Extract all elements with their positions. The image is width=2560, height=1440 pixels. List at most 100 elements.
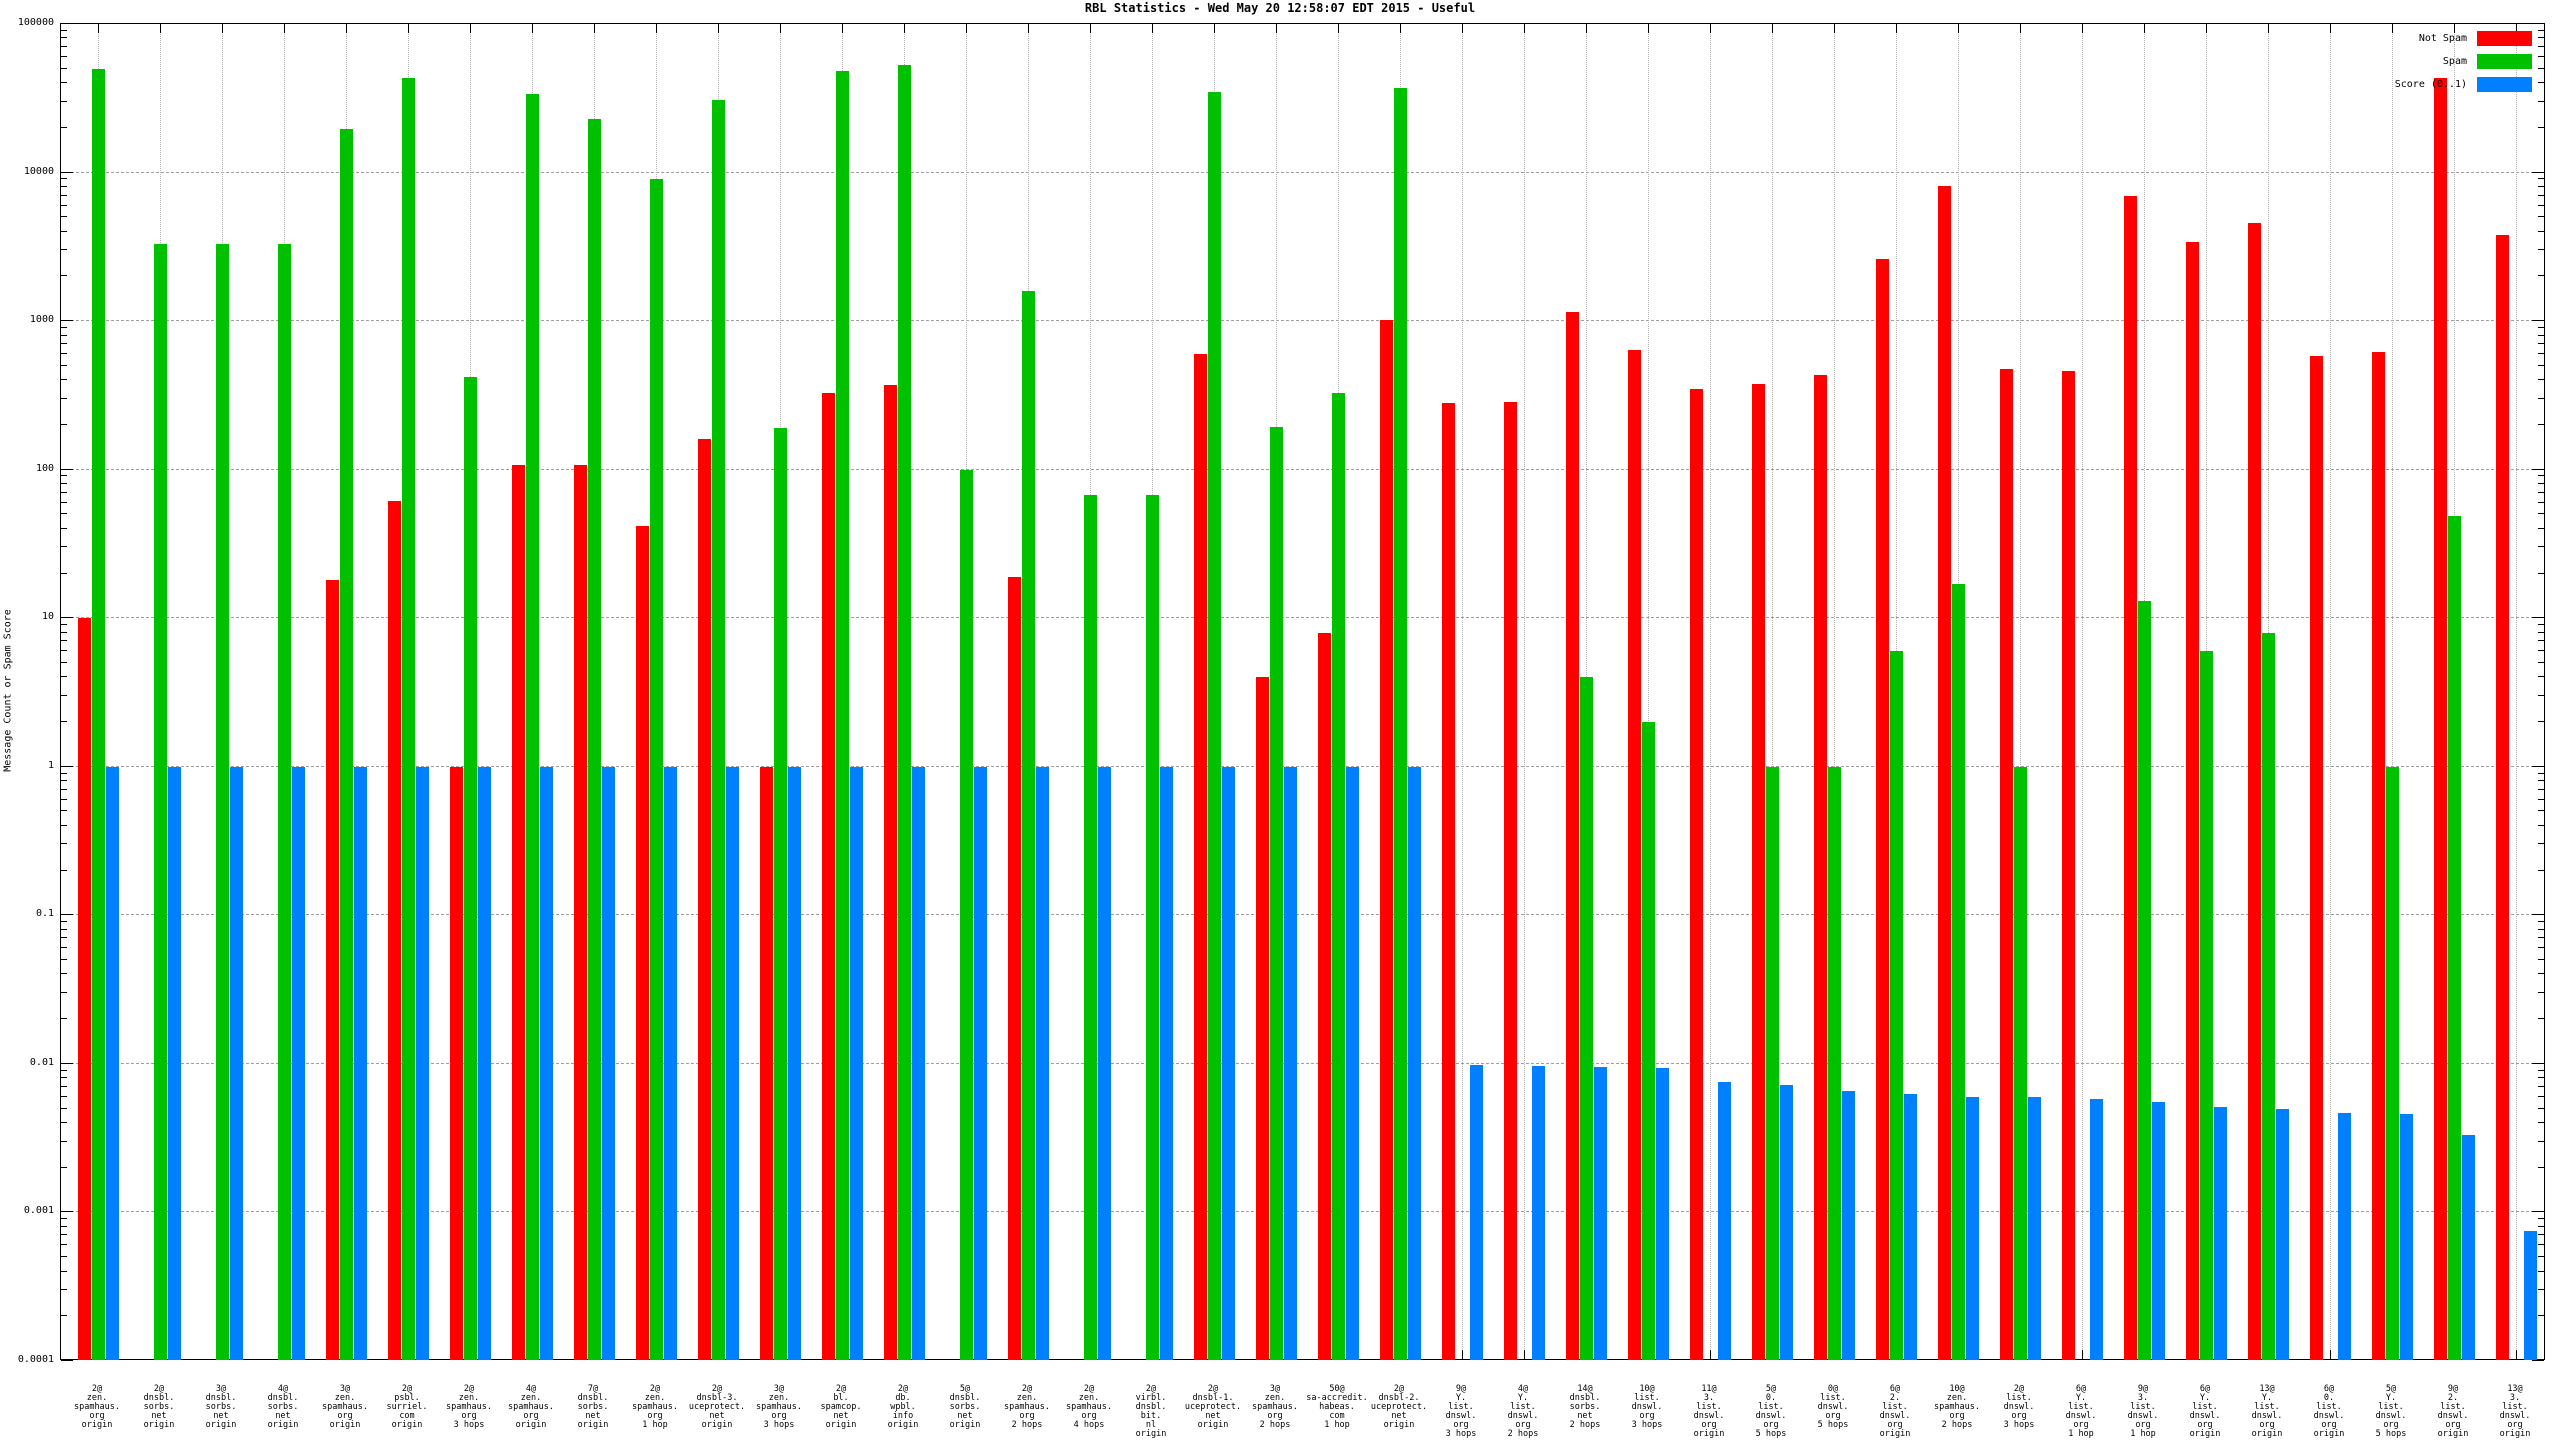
y-minor-tick [2538,798,2544,800]
bar-not-spam [821,392,835,1360]
x-gridline [2392,24,2393,1359]
y-minor-tick [2538,772,2544,774]
bar-spam [2261,632,2275,1360]
x-major-tick [1028,24,1029,33]
y-minor-tick [61,46,67,47]
bar-not-spam [1565,312,1579,1360]
y-minor-tick [2538,100,2544,102]
x-tick-label: 6@ 2. list. dnswl. org origin [1879,1384,1911,1439]
x-tick-label: 13@ Y. list. dnswl. org origin [2251,1384,2283,1439]
bar-not-spam [759,766,773,1360]
x-tick-label: 2@ virbl. dnsbl. bit. nl origin [1135,1384,1167,1439]
y-tick-label: 100000 [17,17,54,28]
bar-spam [1021,290,1035,1360]
bar-not-spam [511,465,525,1360]
x-major-tick [904,24,905,33]
bar-not-spam [635,525,649,1360]
y-minor-tick [2538,624,2544,626]
y-major-tick [2532,468,2544,470]
x-major-tick [2206,24,2207,33]
x-major-tick [160,24,161,33]
legend-swatch-score [2477,76,2532,92]
bar-not-spam [883,385,897,1360]
bar-not-spam [1751,383,1765,1360]
y-major-tick [61,171,73,173]
bar-not-spam [2371,352,2385,1360]
x-tick-label: 6@ Y. list. dnswl. org 1 hop [2065,1384,2097,1439]
bar-score [2089,1099,2103,1360]
y-minor-tick [2538,1218,2544,1220]
y-minor-tick [2538,824,2544,826]
legend-label: Spam [2442,55,2467,67]
y-minor-tick [2538,1225,2544,1227]
x-tick-label: 9@ 3. list. dnswl. org 1 hop [2127,1384,2159,1439]
y-minor-tick [61,650,67,652]
y-tick-label: 0.0001 [17,1354,54,1365]
bar-not-spam [387,500,401,1360]
bar-not-spam [1317,632,1331,1360]
y-minor-tick [2538,1069,2544,1071]
y-minor-tick [2538,423,2544,425]
legend-swatch-not-spam [2477,30,2532,46]
y-minor-tick [61,1018,67,1020]
bar-not-spam [1689,388,1703,1360]
y-minor-tick [2538,55,2544,57]
y-minor-tick [2538,379,2544,381]
y-minor-tick [61,475,67,477]
y-minor-tick [61,937,67,939]
x-major-tick [2144,24,2145,33]
x-gridline [1462,24,1463,1359]
y-minor-tick [2538,178,2544,180]
y-minor-tick [2538,843,2544,845]
y-minor-tick [61,343,67,345]
y-gridline [61,914,2544,916]
x-tick-label: 9@ 2. list. dnswl. org origin [2437,1384,2469,1439]
x-major-tick [2268,24,2269,33]
x-tick-label: 4@ dnsbl. sorbs. net origin [267,1384,299,1430]
x-tick-label: 11@ 3. list. dnswl. org origin [1693,1384,1725,1439]
y-minor-tick [2538,326,2544,328]
x-major-tick [2082,24,2083,33]
y-major-tick [61,468,73,470]
y-minor-tick [2538,1122,2544,1123]
bar-score [415,766,429,1360]
y-minor-tick [61,29,67,31]
x-major-tick [1648,24,1649,33]
bar-score [2461,1135,2475,1360]
y-major-tick [2532,1360,2544,1361]
x-major-tick [1896,24,1897,33]
y-tick-label: 100 [35,462,54,474]
x-major-tick [780,24,781,33]
y-minor-tick [2538,973,2544,975]
bar-spam [339,129,353,1360]
bar-not-spam [1007,576,1021,1360]
bar-score [1965,1096,1979,1360]
bar-score [663,766,677,1360]
x-tick-label: 13@ 3. list. dnswl. org origin [2499,1384,2531,1439]
y-minor-tick [61,661,67,663]
bar-spam [1331,392,1345,1360]
x-tick-label: 2@ zen. spamhaus. org 4 hops [1065,1384,1113,1430]
y-minor-tick [2538,1234,2544,1236]
bar-score [1097,766,1111,1360]
x-gridline [2516,24,2517,1359]
bar-score [1221,766,1235,1360]
y-minor-tick [61,230,67,232]
bar-not-spam [2309,356,2323,1360]
bar-score [2213,1107,2227,1360]
x-major-tick [1276,24,1277,33]
y-major-tick [61,1211,73,1213]
y-minor-tick [61,780,67,782]
y-minor-tick [61,326,67,328]
x-tick-label: 2@ dnsbl. sorbs. net origin [143,1384,175,1430]
bar-not-spam [2247,223,2261,1360]
bar-score [1159,766,1173,1360]
y-minor-tick [61,921,67,923]
y-tick-label: 0.001 [23,1205,54,1217]
bar-score [353,766,367,1360]
bar-spam [1827,766,1841,1360]
legend-item-score: Score (0..1) [2395,76,2532,92]
y-minor-tick [61,55,67,57]
x-tick-label: 2@ db. wpbl. info origin [887,1384,919,1430]
y-minor-tick [61,178,67,180]
